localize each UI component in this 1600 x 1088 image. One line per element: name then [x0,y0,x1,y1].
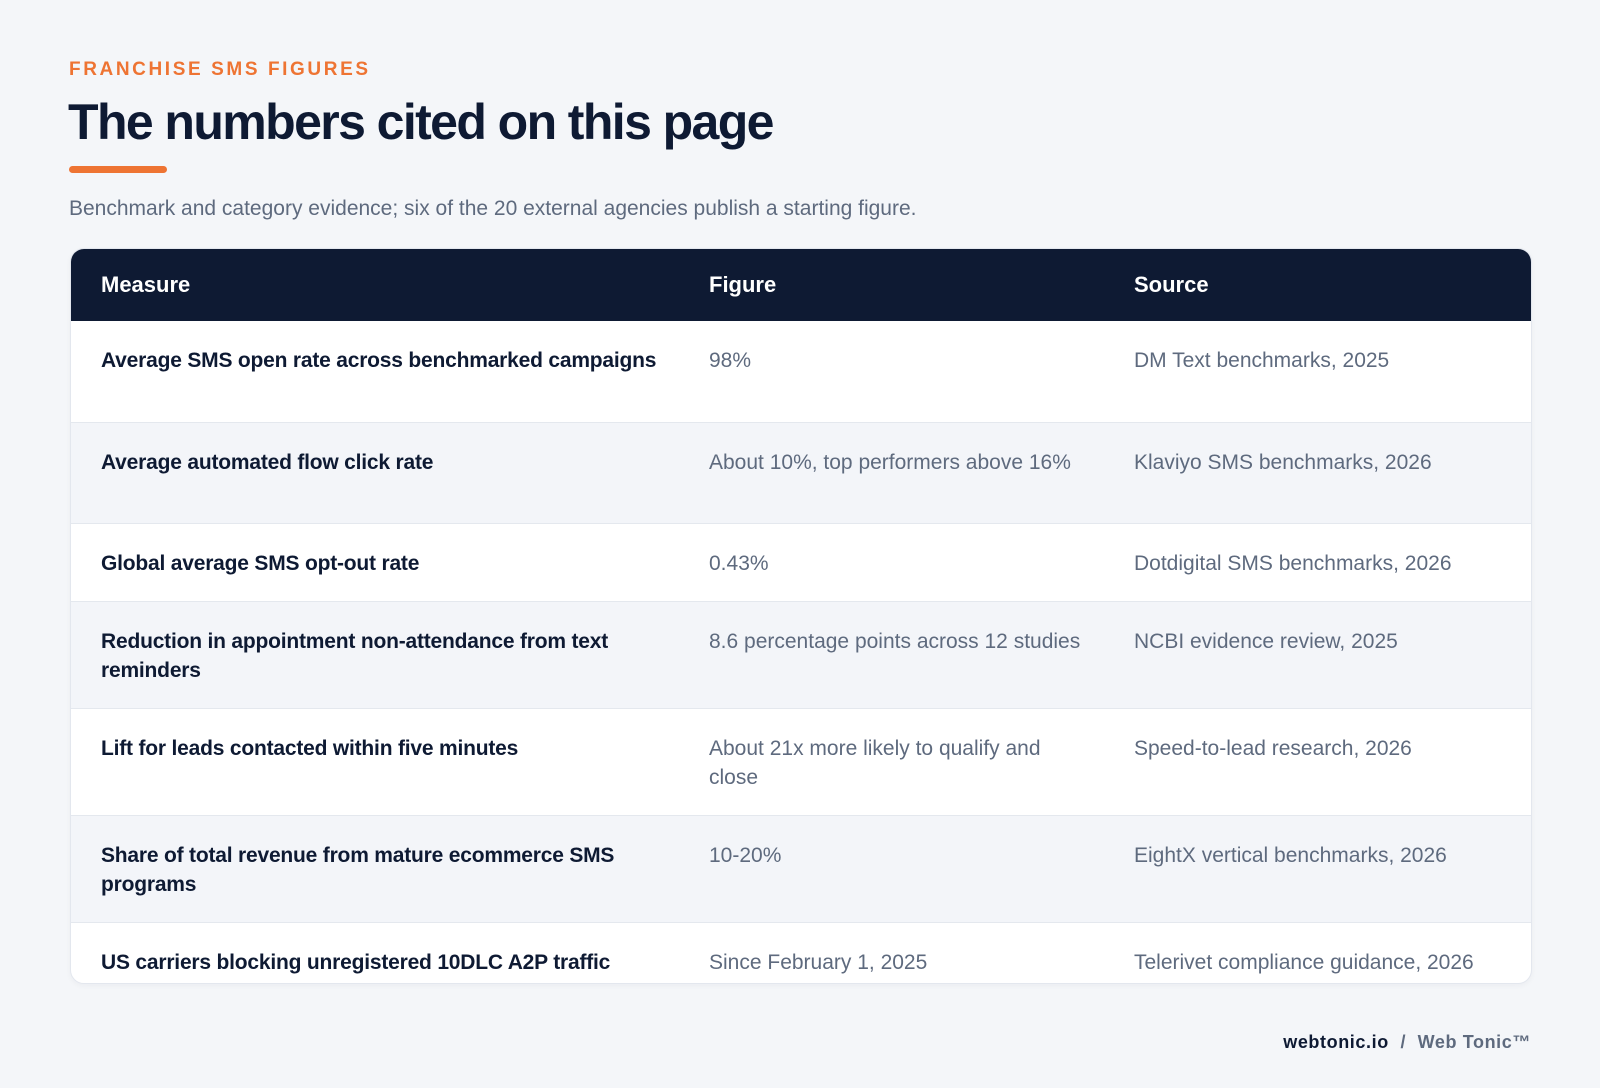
footer-credit: webtonic.io / Web Tonic™ [1283,1032,1531,1053]
table-row: Global average SMS opt-out rate 0.43% Do… [71,523,1531,601]
table-row: US carriers blocking unregistered 10DLC … [71,922,1531,983]
measure-cell: Global average SMS opt-out rate [101,551,420,575]
footer-site: webtonic.io [1283,1032,1389,1052]
eyebrow-label: FRANCHISE SMS FIGURES [69,59,371,80]
page-title: The numbers cited on this page [68,94,774,150]
source-cell: Dotdigital SMS benchmarks, 2026 [1134,551,1452,575]
source-cell: EightX vertical benchmarks, 2026 [1134,843,1447,867]
figure-cell: About 21x more likely to qualify and clo… [709,736,1041,789]
measure-cell: Share of total revenue from mature ecomm… [101,843,615,896]
source-cell: Telerivet compliance guidance, 2026 [1134,950,1474,974]
measure-cell: Average automated flow click rate [101,450,434,474]
column-header-figure: Figure [709,272,777,297]
figure-cell: 98% [709,349,752,372]
measure-cell: Lift for leads contacted within five min… [101,736,519,760]
table-row: Lift for leads contacted within five min… [71,708,1531,815]
table-row: Share of total revenue from mature ecomm… [71,815,1531,922]
table-body: Average SMS open rate across benchmarked… [71,321,1531,983]
figures-table: Measure Figure Source Average SMS open r… [71,249,1531,983]
measure-cell: Average SMS open rate across benchmarked… [101,349,657,372]
table-row: Reduction in appointment non-attendance … [71,601,1531,708]
figure-cell: 0.43% [709,551,769,575]
figure-cell: Since February 1, 2025 [709,950,928,974]
table-header: Measure Figure Source [71,249,1531,321]
source-cell: Klaviyo SMS benchmarks, 2026 [1134,450,1432,474]
page-subtitle: Benchmark and category evidence; six of … [69,197,917,220]
table-header-row: Measure Figure Source [71,249,1531,321]
footer-separator: / [1400,1032,1407,1052]
column-header-source: Source [1134,272,1209,297]
measure-cell: US carriers blocking unregistered 10DLC … [101,950,611,974]
table-row: Average automated flow click rate About … [71,422,1531,523]
figure-cell: About 10%, top performers above 16% [709,450,1071,474]
figure-cell: 10-20% [709,843,782,867]
title-accent-rule [69,166,167,173]
source-cell: Speed-to-lead research, 2026 [1134,736,1412,760]
footer-brand: Web Tonic™ [1417,1032,1531,1052]
column-header-measure: Measure [101,272,191,297]
table-row: Average SMS open rate across benchmarked… [71,321,1531,422]
figure-cell: 8.6 percentage points across 12 studies [709,629,1081,653]
source-cell: NCBI evidence review, 2025 [1134,629,1398,653]
source-cell: DM Text benchmarks, 2025 [1134,349,1390,372]
figures-table-card: Measure Figure Source Average SMS open r… [70,248,1532,984]
measure-cell: Reduction in appointment non-attendance … [101,629,609,682]
